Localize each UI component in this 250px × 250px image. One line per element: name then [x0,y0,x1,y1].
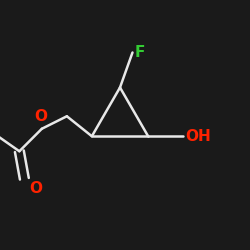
Text: O: O [34,109,47,124]
Text: OH: OH [186,129,212,144]
Text: O: O [29,181,42,196]
Text: F: F [135,45,145,60]
